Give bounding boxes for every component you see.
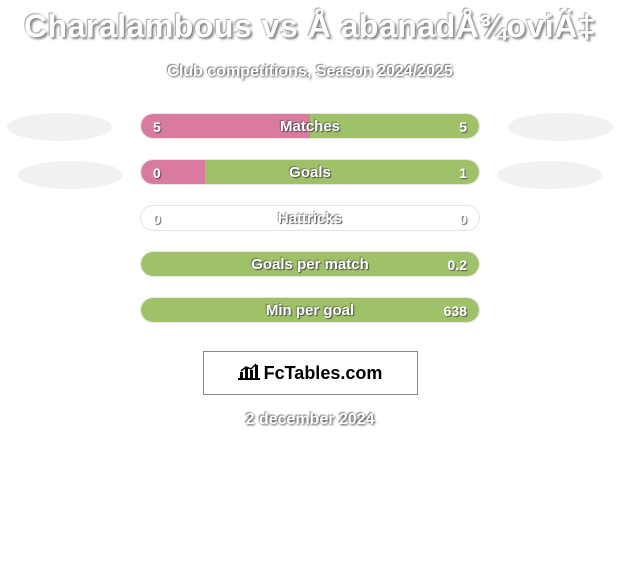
oval-left	[7, 113, 112, 141]
stat-label: Matches	[141, 114, 479, 139]
oval-right	[508, 113, 613, 141]
stat-bar: 01Goals	[140, 159, 480, 185]
page-subtitle: Club competitions, Season 2024/2025	[0, 63, 620, 81]
stat-label: Goals per match	[141, 252, 479, 277]
stat-bar: 00Hattricks	[140, 205, 480, 231]
stats-container: 55Matches 01Goals 00Hattricks 0.2Goals per …	[0, 113, 620, 343]
stat-bar: 638Min per goal	[140, 297, 480, 323]
date-text: 2 december 2024	[0, 411, 620, 429]
stat-label: Min per goal	[141, 298, 479, 323]
stat-bar: 0.2Goals per match	[140, 251, 480, 277]
chart-icon	[238, 362, 260, 385]
stat-bar: 55Matches	[140, 113, 480, 139]
page-title: Charalambous vs Å abanadÅ¾oviÄ‡	[0, 0, 620, 45]
stat-label: Hattricks	[141, 206, 479, 231]
oval-right	[497, 161, 602, 189]
logo-box[interactable]: FcTables.com	[203, 351, 418, 395]
stat-row: 00Hattricks	[0, 205, 620, 251]
stat-row: 55Matches	[0, 113, 620, 159]
stat-row: 638Min per goal	[0, 297, 620, 343]
logo-label: FcTables.com	[264, 363, 383, 384]
logo-text: FcTables.com	[238, 362, 383, 385]
oval-left	[18, 161, 123, 189]
stat-row: 0.2Goals per match	[0, 251, 620, 297]
stat-label: Goals	[141, 160, 479, 185]
stat-row: 01Goals	[0, 159, 620, 205]
